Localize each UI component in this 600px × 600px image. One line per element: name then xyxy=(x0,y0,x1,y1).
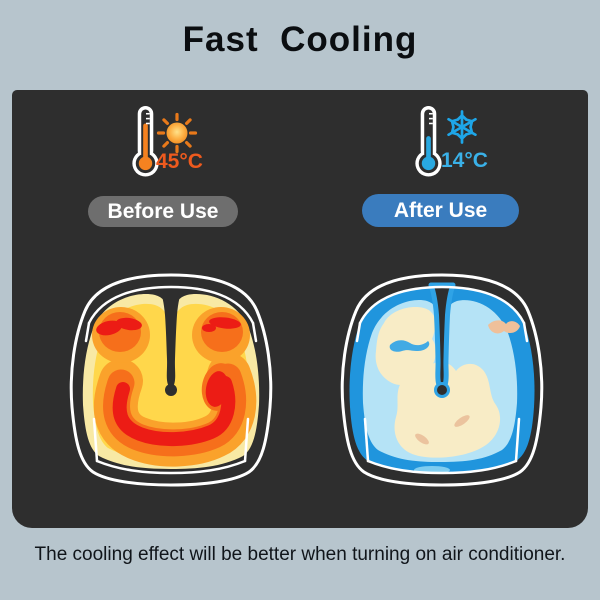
after-use-badge[interactable]: After Use xyxy=(362,194,519,227)
before-use-badge[interactable]: Before Use xyxy=(88,196,238,227)
thermometer-cold-icon xyxy=(415,105,442,177)
page-title: Fast Cooling xyxy=(182,20,418,59)
snowflake-icon xyxy=(447,110,477,144)
footer-caption: The cooling effect will be better when t… xyxy=(34,544,566,565)
cushion-outline xyxy=(69,273,273,487)
before-use-label: Before Use xyxy=(107,199,219,223)
cushion-outline xyxy=(340,273,544,487)
comparison-panel: 45°C Before Use 14°C After Use xyxy=(12,90,588,528)
temperature-after: 14°C xyxy=(441,149,488,172)
temperature-before: 45°C xyxy=(156,150,203,173)
thermal-image-before xyxy=(69,273,273,487)
thermal-image-after xyxy=(340,273,544,487)
after-use-label: After Use xyxy=(393,198,488,222)
sun-icon xyxy=(156,112,198,154)
thermometer-hot-icon xyxy=(132,105,159,177)
